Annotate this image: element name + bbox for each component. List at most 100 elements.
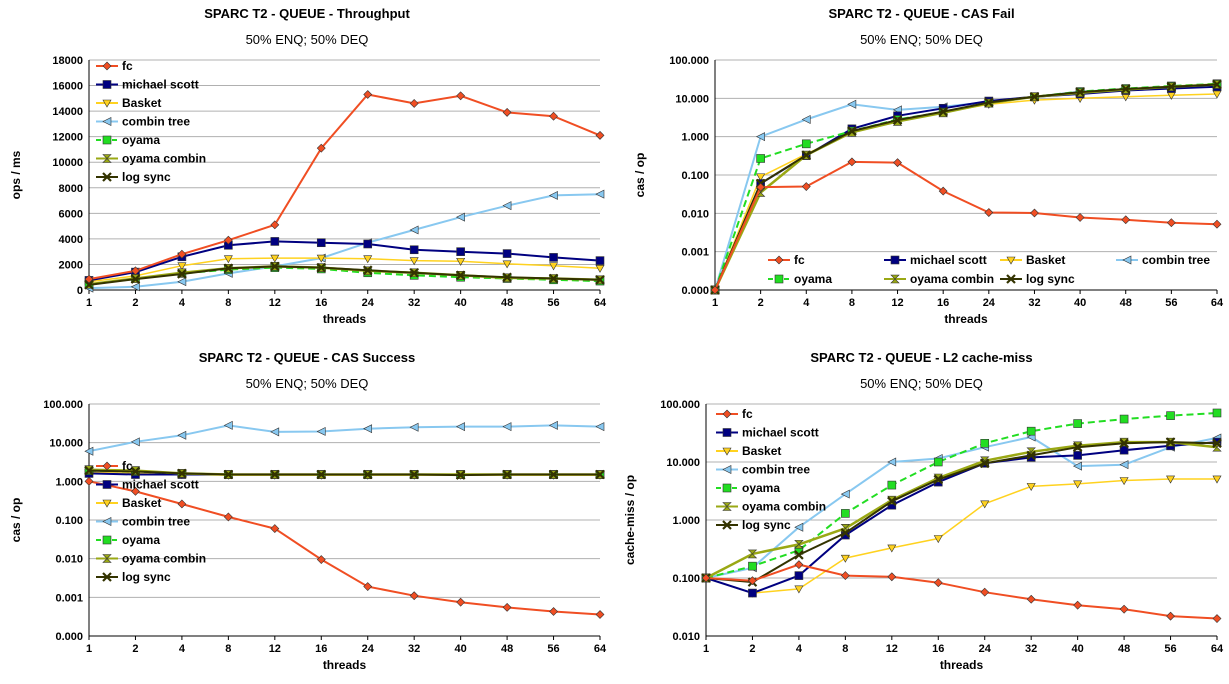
data-point (1165, 437, 1176, 447)
data-point (1166, 411, 1175, 420)
data-point (316, 469, 327, 480)
y-tick-label: 0.000 (681, 285, 709, 297)
x-tick-label: 8 (842, 643, 848, 655)
data-point (456, 597, 466, 607)
data-point (893, 158, 902, 168)
x-axis-label: threads (323, 312, 367, 326)
data-point (1212, 475, 1222, 484)
legend-label: combin tree (742, 463, 810, 477)
x-tick-label: 24 (979, 643, 992, 655)
data-point (455, 270, 466, 281)
y-tick-label: 0.010 (672, 631, 700, 643)
data-point (1026, 450, 1036, 461)
data-point (747, 549, 758, 559)
x-tick-label: 1 (703, 643, 709, 655)
legend-marker (102, 461, 112, 471)
legend: fc michael scott Basket combin tree oyama oya… (96, 59, 206, 184)
data-point (840, 554, 850, 563)
legend-item-oyama-combin: oyama combin (716, 500, 826, 514)
data-point (409, 267, 419, 278)
legend-label: michael scott (910, 253, 987, 267)
series-line (705, 478, 1217, 594)
y-tick-label: 10.000 (49, 438, 83, 450)
legend-item-log-sync: log sync (1000, 272, 1075, 286)
legend-marker (102, 535, 112, 545)
data-point (748, 561, 757, 571)
data-point (363, 424, 373, 434)
throughput-chart: SPARC T2 - QUEUE - Throughput 50% ENQ; 5… (0, 0, 614, 342)
data-point (270, 524, 280, 534)
data-point (548, 273, 559, 284)
legend: fc michael scott Basket combin tree oyama oya… (96, 459, 206, 584)
legend-marker (102, 135, 112, 145)
cas-success-chart: SPARC T2 - QUEUE - CAS Success 50% ENQ; … (0, 342, 614, 684)
legend-marker (774, 255, 784, 265)
data-point (223, 420, 233, 430)
legend-marker (722, 447, 732, 456)
y-axis-label: ops / ms (9, 150, 23, 199)
legend-label: Basket (1026, 253, 1065, 267)
legend-marker (722, 502, 732, 511)
data-point (270, 254, 280, 263)
data-point (938, 186, 948, 196)
x-tick-label: 12 (269, 297, 281, 309)
series-fc (84, 90, 605, 284)
data-point (595, 422, 605, 432)
data-point (1119, 604, 1129, 614)
legend-marker (102, 61, 112, 71)
y-tick-label: 1.000 (672, 515, 700, 527)
x-tick-label: 1 (712, 297, 718, 309)
data-point (980, 439, 990, 448)
x-tick-label: 12 (269, 643, 281, 655)
y-tick-label: 10000 (52, 157, 83, 169)
data-point (794, 585, 804, 594)
data-point (1030, 208, 1039, 218)
legend-item-michael-scott: michael scott (884, 253, 987, 267)
data-point (177, 249, 187, 259)
data-point (409, 245, 419, 255)
legend-item-log-sync: log sync (96, 570, 171, 584)
legend-label: log sync (1026, 272, 1075, 286)
legend-marker (1122, 255, 1132, 265)
legend-label: oyama combin (910, 272, 994, 286)
legend-item-log-sync: log sync (716, 518, 791, 532)
x-tick-label: 56 (547, 643, 559, 655)
data-point (455, 470, 466, 480)
legend-label: oyama (742, 481, 780, 495)
data-point (223, 235, 233, 245)
data-point (595, 264, 605, 273)
y-tick-label: 100.000 (43, 399, 83, 411)
y-tick-label: 0.010 (681, 208, 709, 220)
data-point (1026, 426, 1036, 436)
data-point (362, 265, 373, 275)
data-point (363, 90, 373, 99)
data-point (980, 587, 990, 597)
legend-label: combin tree (122, 115, 190, 129)
data-point (1073, 480, 1083, 489)
x-tick-label: 64 (1211, 297, 1224, 309)
data-point (756, 182, 766, 192)
x-tick-label: 16 (315, 297, 327, 309)
data-point (595, 130, 605, 140)
x-tick-label: 16 (932, 643, 944, 655)
data-point (794, 560, 804, 570)
legend-marker (722, 465, 732, 474)
data-point (887, 544, 897, 553)
data-point (756, 154, 765, 163)
y-tick-label: 100.000 (660, 399, 700, 411)
legend-item-oyama: oyama (96, 133, 160, 147)
chart-subtitle: 50% ENQ; 50% DEQ (860, 32, 983, 47)
legend-marker (102, 499, 112, 508)
data-point (1119, 438, 1129, 449)
data-point (1166, 475, 1176, 484)
x-tick-label: 24 (362, 643, 375, 655)
x-tick-label: 40 (1072, 643, 1084, 655)
data-point (801, 182, 811, 191)
series-log-sync (84, 261, 605, 290)
legend-label: fc (742, 407, 753, 421)
legend-item-michael-scott: michael scott (716, 426, 819, 440)
throughput-plot: 0 2000 4000 6000 8000 10000 12000 14000 16000 180… (9, 55, 607, 326)
data-point (933, 535, 943, 544)
